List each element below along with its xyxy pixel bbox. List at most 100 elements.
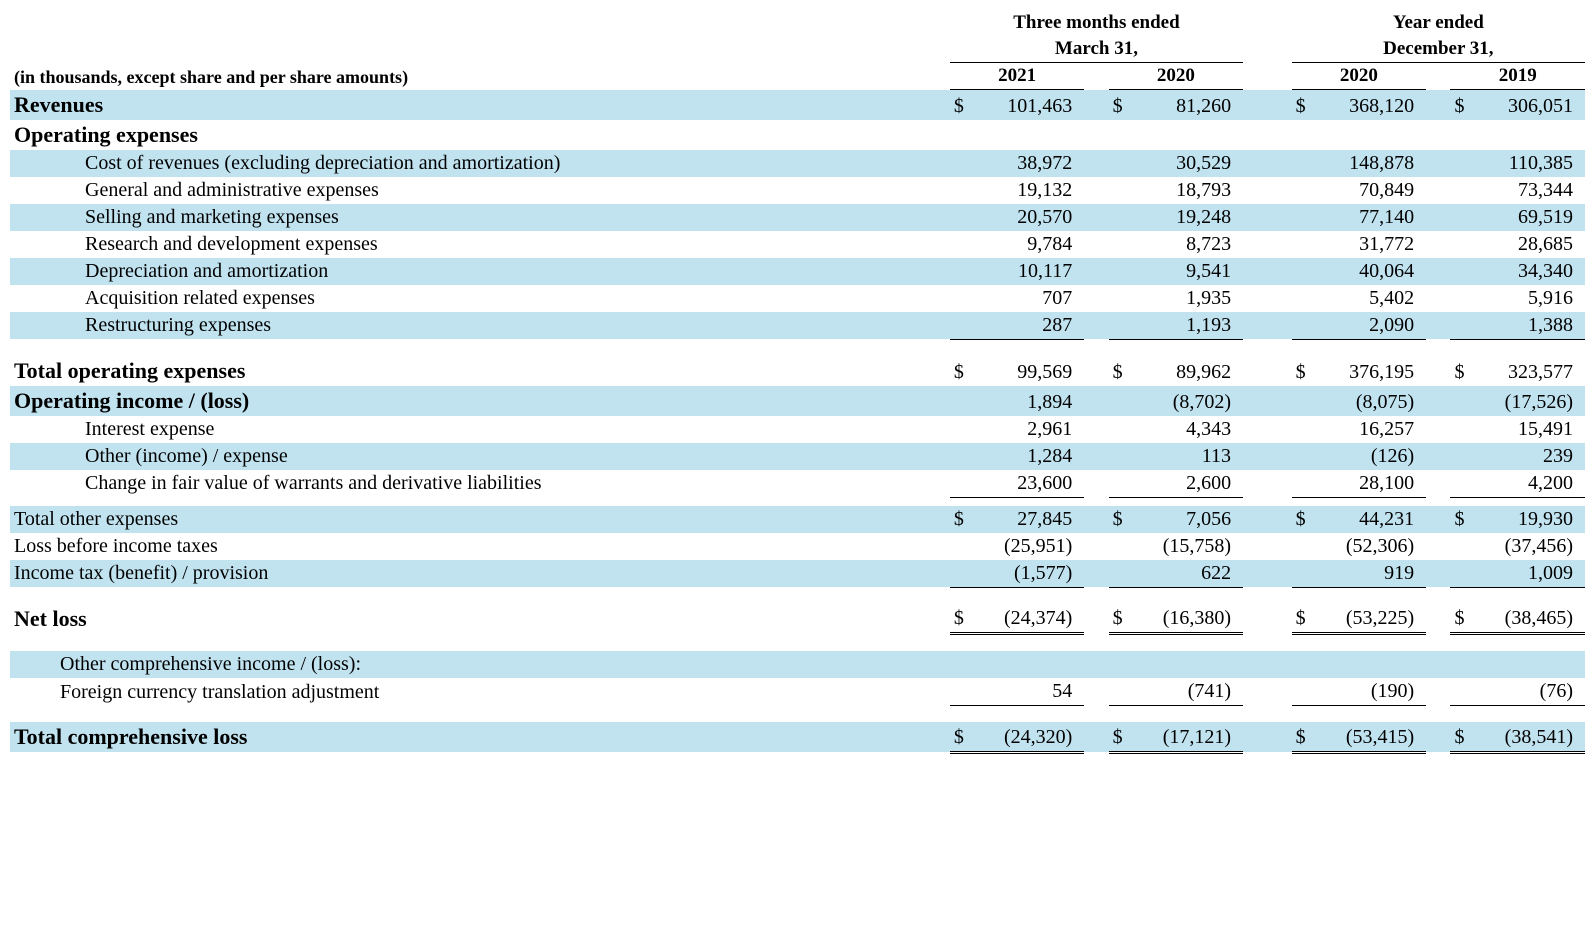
currency-symbol: [950, 312, 971, 340]
row-label: Revenues: [10, 90, 950, 120]
cell-value: 148,878: [1313, 150, 1426, 177]
table-subtitle: (in thousands, except share and per shar…: [10, 63, 950, 90]
currency-symbol: [1109, 231, 1130, 258]
col-year-3: 2019: [1450, 63, 1585, 90]
currency-symbol: [1109, 386, 1130, 416]
table-row: Revenues$101,463$81,260$368,120$306,051: [10, 90, 1585, 120]
currency-symbol: [950, 560, 971, 588]
row-label: Total operating expenses: [10, 356, 950, 386]
currency-symbol: [1450, 312, 1471, 340]
currency-symbol: [1450, 678, 1471, 706]
currency-symbol: $: [1109, 90, 1130, 120]
row-label: General and administrative expenses: [10, 177, 950, 204]
cell-value: (24,320): [971, 722, 1084, 752]
table-row: Operating expenses: [10, 120, 1585, 150]
currency-symbol: [1292, 204, 1313, 231]
currency-symbol: $: [1109, 356, 1130, 386]
currency-symbol: [1292, 651, 1313, 678]
table-row: [10, 339, 1585, 356]
row-label: Selling and marketing expenses: [10, 204, 950, 231]
cell-value: 110,385: [1471, 150, 1585, 177]
cell-value: 34,340: [1471, 258, 1585, 285]
cell-value: [971, 651, 1084, 678]
cell-value: [1313, 651, 1426, 678]
cell-value: (1,577): [971, 560, 1084, 588]
row-label: Restructuring expenses: [10, 312, 950, 340]
currency-symbol: [1292, 470, 1313, 498]
cell-value: 69,519: [1471, 204, 1585, 231]
currency-symbol: [950, 204, 971, 231]
currency-symbol: [1109, 443, 1130, 470]
currency-symbol: [1450, 231, 1471, 258]
cell-value: 1,388: [1471, 312, 1585, 340]
currency-symbol: $: [1450, 356, 1471, 386]
currency-symbol: [1109, 285, 1130, 312]
currency-symbol: $: [1292, 90, 1313, 120]
cell-value: (53,415): [1313, 722, 1426, 752]
currency-symbol: $: [950, 604, 971, 634]
currency-symbol: [1109, 150, 1130, 177]
currency-symbol: $: [1109, 722, 1130, 752]
col-year-2: 2020: [1292, 63, 1426, 90]
currency-symbol: $: [1450, 722, 1471, 752]
currency-symbol: $: [1109, 506, 1130, 533]
cell-value: (53,225): [1313, 604, 1426, 634]
cell-value: (24,374): [971, 604, 1084, 634]
row-label: Other comprehensive income / (loss):: [10, 651, 950, 678]
currency-symbol: [1292, 678, 1313, 706]
cell-value: 9,784: [971, 231, 1084, 258]
currency-symbol: [950, 386, 971, 416]
cell-value: 15,491: [1471, 416, 1585, 443]
row-label: Total comprehensive loss: [10, 722, 950, 752]
currency-symbol: [1292, 258, 1313, 285]
cell-value: 23,600: [971, 470, 1084, 498]
row-label: Other (income) / expense: [10, 443, 950, 470]
cell-value: 77,140: [1313, 204, 1426, 231]
cell-value: 27,845: [971, 506, 1084, 533]
currency-symbol: [1292, 285, 1313, 312]
cell-value: 40,064: [1313, 258, 1426, 285]
cell-value: (16,380): [1130, 604, 1243, 634]
currency-symbol: $: [1450, 90, 1471, 120]
cell-value: (8,702): [1130, 386, 1243, 416]
currency-symbol: [1292, 386, 1313, 416]
row-label: Research and development expenses: [10, 231, 950, 258]
cell-value: (741): [1130, 678, 1243, 706]
row-label: Operating income / (loss): [10, 386, 950, 416]
currency-symbol: $: [950, 356, 971, 386]
table-body: Revenues$101,463$81,260$368,120$306,051O…: [10, 90, 1585, 753]
cell-value: 5,402: [1313, 285, 1426, 312]
cell-value: 323,577: [1471, 356, 1585, 386]
currency-symbol: [950, 678, 971, 706]
row-label: Foreign currency translation adjustment: [10, 678, 950, 706]
currency-symbol: [1450, 443, 1471, 470]
currency-symbol: [950, 177, 971, 204]
cell-value: 73,344: [1471, 177, 1585, 204]
table-row: Research and development expenses9,7848,…: [10, 231, 1585, 258]
cell-value: (38,541): [1471, 722, 1585, 752]
cell-value: 1,935: [1130, 285, 1243, 312]
currency-symbol: [950, 150, 971, 177]
table-row: [10, 587, 1585, 604]
cell-value: 2,961: [971, 416, 1084, 443]
currency-symbol: [1292, 533, 1313, 560]
cell-value: 19,132: [971, 177, 1084, 204]
cell-value: (38,465): [1471, 604, 1585, 634]
cell-value: 5,916: [1471, 285, 1585, 312]
cell-value: (37,456): [1471, 533, 1585, 560]
table-row: General and administrative expenses 19,13…: [10, 177, 1585, 204]
currency-symbol: [1292, 443, 1313, 470]
cell-value: 54: [971, 678, 1084, 706]
currency-symbol: [1109, 416, 1130, 443]
currency-symbol: [1450, 470, 1471, 498]
period-1-sub: March 31,: [950, 36, 1243, 63]
table-row: Interest expense2,9614,34316,25715,491: [10, 416, 1585, 443]
currency-symbol: $: [1292, 604, 1313, 634]
table-row: Total operating expenses$99,569$89,962$3…: [10, 356, 1585, 386]
table-row: Depreciation and amortization10,1179,541…: [10, 258, 1585, 285]
cell-value: 10,117: [971, 258, 1084, 285]
cell-value: 20,570: [971, 204, 1084, 231]
cell-value: 919: [1313, 560, 1426, 588]
cell-value: 287: [971, 312, 1084, 340]
row-label: Net loss: [10, 604, 950, 634]
